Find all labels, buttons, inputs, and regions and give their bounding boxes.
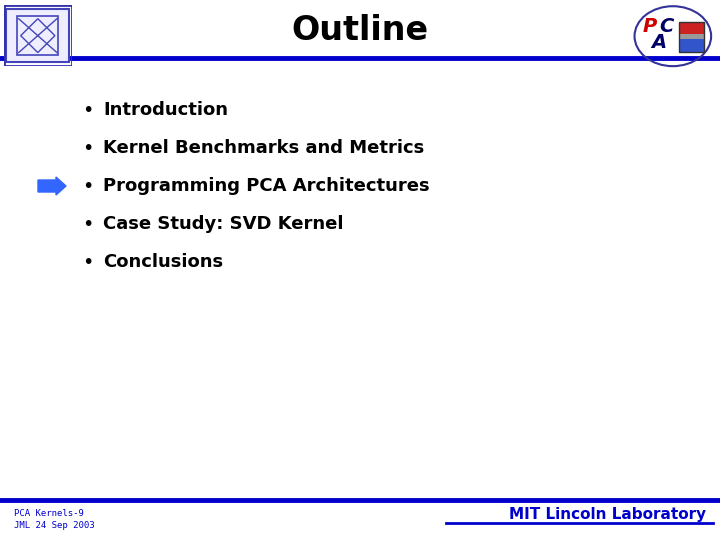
Text: P: P	[643, 17, 657, 36]
FancyBboxPatch shape	[17, 16, 58, 55]
Text: A: A	[651, 33, 666, 52]
FancyBboxPatch shape	[679, 34, 704, 39]
Text: PCA Kernels-9: PCA Kernels-9	[14, 510, 84, 518]
Text: Outline: Outline	[292, 14, 428, 46]
FancyBboxPatch shape	[679, 39, 704, 52]
Text: Conclusions: Conclusions	[103, 253, 223, 271]
FancyBboxPatch shape	[679, 22, 704, 35]
Text: Introduction: Introduction	[103, 101, 228, 119]
FancyBboxPatch shape	[6, 9, 69, 62]
Text: MIT Lincoln Laboratory: MIT Lincoln Laboratory	[509, 507, 706, 522]
Text: •: •	[82, 214, 94, 233]
Text: •: •	[82, 100, 94, 119]
Text: Kernel Benchmarks and Metrics: Kernel Benchmarks and Metrics	[103, 139, 424, 157]
Text: •: •	[82, 138, 94, 158]
Text: Case Study: SVD Kernel: Case Study: SVD Kernel	[103, 215, 343, 233]
Text: Programming PCA Architectures: Programming PCA Architectures	[103, 177, 430, 195]
Text: •: •	[82, 253, 94, 272]
Text: •: •	[82, 177, 94, 195]
Text: C: C	[660, 17, 674, 36]
Text: JML 24 Sep 2003: JML 24 Sep 2003	[14, 522, 94, 530]
FancyArrow shape	[38, 177, 66, 195]
